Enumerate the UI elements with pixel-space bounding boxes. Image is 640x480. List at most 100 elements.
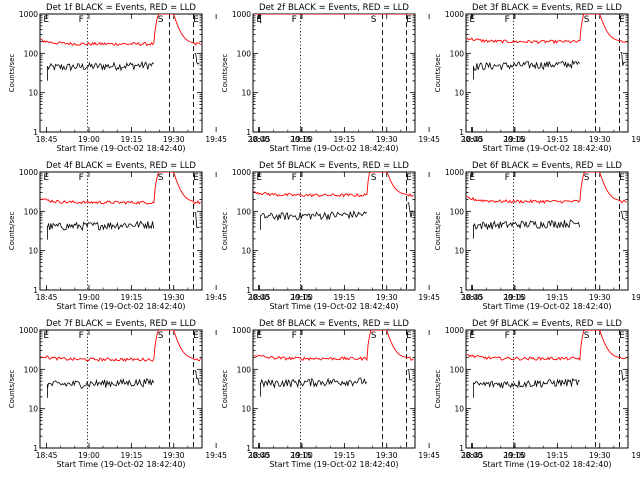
flag-label: S: [158, 331, 164, 341]
flag-label: F: [79, 173, 84, 183]
x-tick-label: 19:45: [205, 293, 227, 302]
y-axis-label: Counts/sec: [434, 370, 442, 409]
panel-1: Det 1f BLACK = Events, RED = LLD 1 10 100 10…: [8, 3, 312, 153]
panel-title: Det 5f BLACK = Events, RED = LLD: [259, 161, 409, 171]
x-tick-label: 20:00: [248, 293, 270, 302]
lld-series: [253, 172, 414, 198]
panel-9: Det 9f BLACK = Events, RED = LLD 1 10 100 10…: [434, 319, 640, 469]
plot-frame: [252, 171, 416, 291]
lld-series: [466, 172, 627, 204]
y-tick-label: 1000: [19, 168, 38, 177]
x-tick-label: 19:45: [205, 451, 227, 460]
y-axis-label: Counts/sec: [221, 54, 229, 93]
x-tick-label: 19:15: [334, 451, 356, 460]
x-tick-label: 19:15: [121, 451, 143, 460]
panel-7: Det 7f BLACK = Events, RED = LLD 1 10 100 10…: [8, 319, 312, 469]
y-tick-label: 1000: [445, 10, 464, 19]
x-tick-label: 19:45: [631, 451, 640, 460]
x-tick-label: 20:15: [503, 135, 525, 144]
x-tick-label: 19:00: [78, 135, 100, 144]
x-tick-label: 19:30: [589, 135, 611, 144]
y-axis-label: Counts/sec: [221, 212, 229, 251]
series-group: [40, 172, 201, 240]
lld-series: [40, 14, 201, 47]
y-tick-label: 100: [450, 365, 465, 374]
flag-label: E: [469, 15, 475, 25]
flag-label: E: [256, 173, 262, 183]
events-series: [260, 202, 413, 230]
lld-series: [40, 172, 201, 205]
x-tick-label: 18:45: [36, 293, 58, 302]
x-axis-label: Start Time (19-Oct-02 18:42:40): [269, 302, 398, 311]
panel-5: Det 5f BLACK = Events, RED = LLD 1 10 100 10…: [221, 161, 525, 311]
x-tick-label: 19:00: [504, 293, 526, 302]
x-axis-label: Start Time (19-Oct-02 18:42:40): [482, 460, 611, 469]
flag-label: E: [469, 331, 475, 341]
x-tick-label: 19:30: [589, 451, 611, 460]
flag-label: E: [619, 331, 625, 341]
y-tick-label: 100: [24, 207, 39, 216]
plot-frame: [39, 13, 203, 133]
panel-8: Det 8f BLACK = Events, RED = LLD 1 10 100 10…: [221, 319, 525, 469]
y-tick-label: 1: [459, 286, 464, 295]
panel-title: Det 8f BLACK = Events, RED = LLD: [259, 319, 409, 329]
x-axis-label: Start Time (19-Oct-02 18:42:40): [56, 144, 185, 153]
flag-label: E: [193, 173, 199, 183]
y-tick-label: 100: [237, 365, 252, 374]
events-series: [473, 52, 626, 80]
flag-label: E: [619, 173, 625, 183]
x-tick-label: 18:45: [462, 451, 484, 460]
y-tick-label: 100: [24, 365, 39, 374]
x-tick-label: 18:45: [249, 135, 271, 144]
x-tick-label: 19:30: [376, 293, 398, 302]
y-tick-label: 1000: [19, 10, 38, 19]
flag-label: F: [79, 331, 84, 341]
lld-series: [466, 14, 627, 45]
plot-frame: [39, 171, 203, 291]
x-tick-label: 19:45: [418, 293, 440, 302]
y-tick-label: 1000: [232, 326, 251, 335]
y-tick-label: 1: [246, 286, 251, 295]
flag-label: E: [193, 15, 199, 25]
x-tick-label: 19:45: [631, 293, 640, 302]
x-tick-label: 19:15: [547, 293, 569, 302]
y-tick-label: 100: [450, 207, 465, 216]
plot-frame: [465, 13, 629, 133]
y-tick-label: 10: [28, 247, 38, 256]
x-axis-label: Start Time (19-Oct-02 18:42:40): [269, 460, 398, 469]
x-tick-label: 19:45: [418, 135, 440, 144]
events-series: [473, 211, 626, 239]
y-tick-label: 1: [33, 444, 38, 453]
x-tick-label: 19:30: [376, 135, 398, 144]
flag-label: E: [406, 331, 412, 341]
x-tick-label: 19:00: [291, 451, 313, 460]
y-tick-label: 1: [459, 444, 464, 453]
x-tick-label: 20:00: [248, 451, 270, 460]
y-tick-label: 1: [33, 128, 38, 137]
y-tick-label: 100: [24, 49, 39, 58]
panel-2: Det 2f BLACK = Events, RED = LLD 1 10 100 10…: [221, 3, 525, 153]
flag-label: F: [79, 15, 84, 25]
flag-label: F: [505, 173, 510, 183]
y-tick-label: 100: [450, 49, 465, 58]
y-tick-label: 1: [246, 128, 251, 137]
x-tick-label: 20:15: [290, 451, 312, 460]
series-group: [466, 14, 627, 80]
flag-label: S: [371, 331, 377, 341]
flag-label: E: [43, 331, 49, 341]
x-tick-label: 19:30: [163, 451, 185, 460]
events-series: [47, 53, 200, 81]
plot-frame: [39, 329, 203, 449]
y-tick-label: 10: [454, 247, 464, 256]
panel-title: Det 9f BLACK = Events, RED = LLD: [472, 319, 622, 329]
flag-label: S: [158, 173, 164, 183]
plot-frame: [465, 329, 629, 449]
panel-6: Det 6f BLACK = Events, RED = LLD 1 10 100 10…: [434, 161, 640, 311]
x-tick-label: 19:15: [547, 451, 569, 460]
x-tick-label: 18:45: [249, 293, 271, 302]
x-tick-label: 18:45: [462, 293, 484, 302]
events-series: [47, 370, 200, 398]
flag-label: F: [505, 15, 510, 25]
x-tick-label: 20:15: [503, 293, 525, 302]
x-tick-label: 19:00: [504, 451, 526, 460]
